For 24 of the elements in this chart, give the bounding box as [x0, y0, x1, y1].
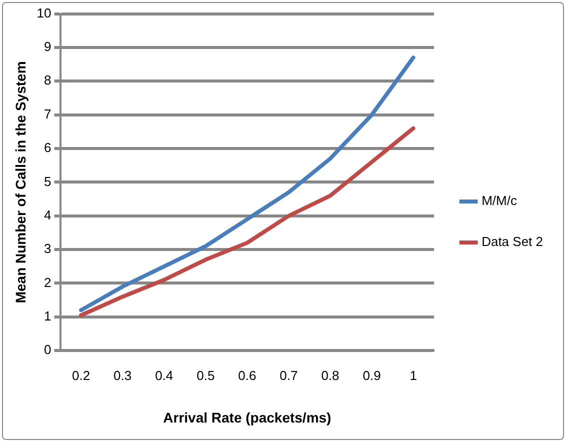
- y-tick-label: 9: [44, 39, 52, 54]
- x-axis-title: Arrival Rate (packets/ms): [163, 409, 332, 426]
- y-tick-label: 6: [44, 140, 52, 156]
- x-tick-label: 0.5: [196, 368, 215, 383]
- y-tick-label: 4: [44, 207, 52, 222]
- x-tick-label: 1: [410, 368, 417, 383]
- x-tick-label: 0.9: [362, 368, 381, 383]
- x-tick-label: 0.6: [238, 368, 256, 383]
- y-tick-label: 0: [44, 342, 52, 358]
- y-tick-label: 10: [36, 5, 52, 20]
- x-tick-label: 0.8: [321, 368, 340, 383]
- x-tick-label: 0.4: [155, 368, 174, 383]
- legend-label: Data Set 2: [482, 234, 544, 250]
- y-axis-title: Mean Number of Calls in the System: [12, 61, 28, 304]
- x-tick-label: 0.3: [114, 368, 132, 383]
- legend-label: M/M/c: [482, 193, 518, 208]
- y-tick-label: 8: [44, 72, 52, 88]
- y-tick-label: 2: [44, 274, 52, 290]
- y-tick-label: 7: [44, 106, 52, 122]
- y-tick-label: 3: [44, 241, 52, 256]
- y-tick-label: 5: [44, 174, 52, 189]
- x-tick-label: 0.2: [72, 368, 90, 383]
- x-tick-label: 0.7: [280, 368, 298, 383]
- y-tick-label: 1: [44, 308, 52, 324]
